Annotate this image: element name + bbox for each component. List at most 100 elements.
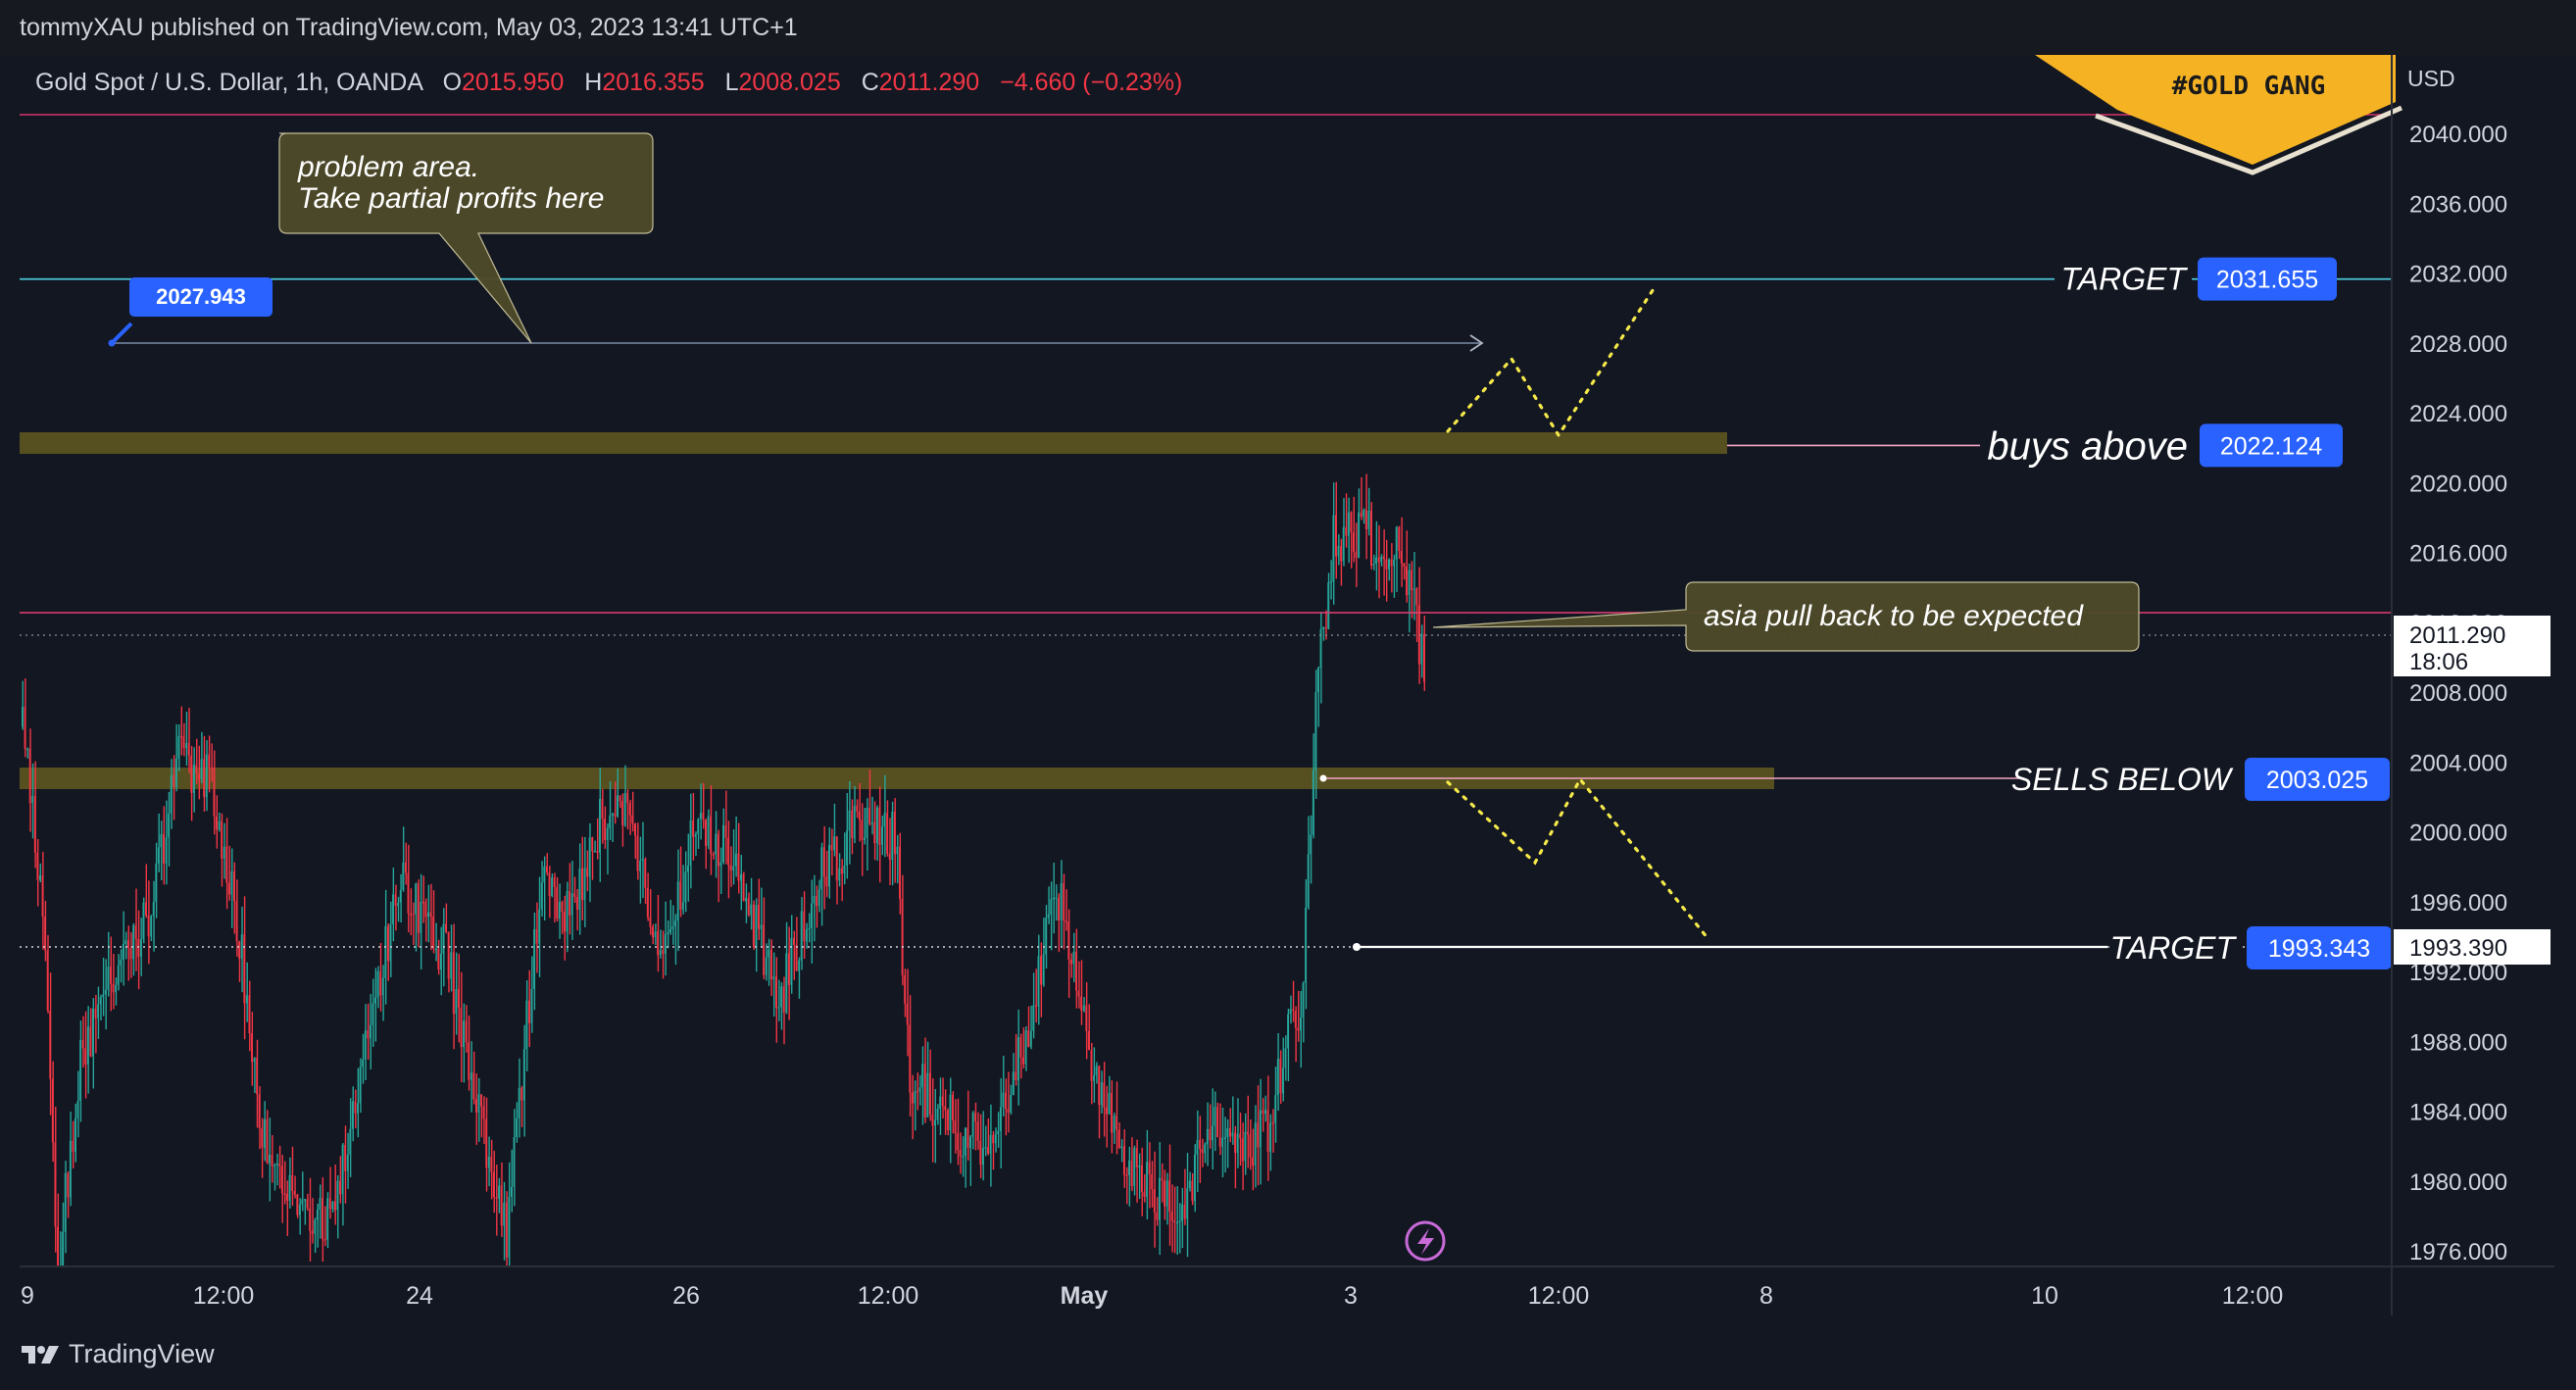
candle[interactable] — [1364, 510, 1367, 530]
candle[interactable] — [500, 1185, 503, 1226]
candle[interactable] — [740, 873, 742, 881]
candle[interactable] — [813, 895, 816, 904]
candle[interactable] — [1108, 1093, 1111, 1115]
candle[interactable] — [1244, 1131, 1247, 1162]
candle[interactable] — [107, 967, 110, 990]
candle[interactable] — [566, 891, 569, 932]
candle[interactable] — [243, 934, 246, 1004]
candle[interactable] — [1065, 919, 1067, 922]
candle[interactable] — [1151, 1173, 1154, 1190]
candle[interactable] — [846, 830, 848, 866]
candle[interactable] — [1377, 557, 1380, 563]
candle[interactable] — [1143, 1191, 1146, 1198]
candle[interactable] — [1380, 556, 1383, 563]
candle[interactable] — [805, 929, 808, 942]
candle[interactable] — [957, 1133, 959, 1151]
candle[interactable] — [127, 940, 129, 949]
candle[interactable] — [699, 813, 702, 819]
candle[interactable] — [1284, 1048, 1287, 1068]
candle[interactable] — [639, 861, 641, 871]
candle[interactable] — [1201, 1149, 1204, 1154]
candle[interactable] — [1234, 1132, 1236, 1154]
candle[interactable] — [1058, 897, 1060, 920]
candle[interactable] — [248, 995, 251, 1033]
candle[interactable] — [64, 1172, 67, 1233]
candle[interactable] — [180, 735, 182, 738]
candle[interactable] — [1067, 920, 1070, 961]
candle[interactable] — [949, 1094, 952, 1130]
candle[interactable] — [843, 865, 846, 874]
candle[interactable] — [498, 1185, 500, 1199]
symbol-title[interactable]: Gold Spot / U.S. Dollar, 1h, OANDA — [35, 69, 422, 96]
candle[interactable] — [1310, 834, 1313, 855]
candle[interactable] — [941, 1096, 944, 1107]
candle[interactable] — [1423, 633, 1425, 682]
candle[interactable] — [1005, 1092, 1007, 1110]
candle[interactable] — [362, 1059, 364, 1067]
candle[interactable] — [1294, 1011, 1297, 1028]
candle[interactable] — [389, 923, 392, 962]
candle[interactable] — [858, 811, 861, 820]
candle[interactable] — [182, 735, 185, 749]
candle[interactable] — [822, 847, 825, 877]
candle[interactable] — [266, 1118, 269, 1164]
candle[interactable] — [835, 836, 838, 881]
candle[interactable] — [976, 1121, 979, 1141]
candle[interactable] — [633, 823, 636, 836]
candle[interactable] — [722, 824, 724, 863]
candle[interactable] — [1138, 1165, 1141, 1167]
candle[interactable] — [875, 807, 878, 844]
candle[interactable] — [1002, 1092, 1005, 1108]
candle[interactable] — [1216, 1107, 1218, 1138]
candle[interactable] — [671, 926, 674, 930]
candle[interactable] — [1358, 512, 1360, 558]
candle[interactable] — [112, 983, 115, 993]
candle[interactable] — [275, 1163, 278, 1166]
candle[interactable] — [1034, 1005, 1037, 1008]
candle[interactable] — [470, 1072, 472, 1080]
candle[interactable] — [439, 954, 442, 970]
candle[interactable] — [1181, 1204, 1183, 1221]
candle[interactable] — [646, 887, 649, 918]
candle[interactable] — [298, 1204, 301, 1216]
candle[interactable] — [1047, 914, 1050, 918]
candle[interactable] — [394, 894, 397, 907]
candle[interactable] — [1241, 1138, 1244, 1162]
candle[interactable] — [1337, 545, 1340, 557]
candle[interactable] — [304, 1199, 306, 1201]
candle[interactable] — [780, 986, 782, 1008]
candle[interactable] — [86, 1026, 89, 1065]
candle[interactable] — [492, 1171, 495, 1198]
tradingview-brand[interactable]: TradingView — [20, 1339, 215, 1369]
candle[interactable] — [679, 881, 682, 911]
candle[interactable] — [768, 949, 770, 958]
candle[interactable] — [694, 833, 697, 837]
candle[interactable] — [1369, 510, 1372, 566]
candle[interactable] — [455, 988, 458, 1015]
candle[interactable] — [213, 768, 216, 817]
candle[interactable] — [1095, 1066, 1098, 1075]
candle[interactable] — [452, 952, 455, 1015]
target-price-marker[interactable] — [2394, 929, 2551, 965]
candle[interactable] — [134, 924, 137, 939]
candle[interactable] — [150, 916, 152, 937]
candle[interactable] — [1098, 1066, 1100, 1106]
candle[interactable] — [1075, 951, 1077, 991]
candle[interactable] — [959, 1150, 962, 1157]
candle[interactable] — [1411, 570, 1412, 591]
candle[interactable] — [1029, 1030, 1032, 1047]
current-price-marker[interactable] — [2394, 616, 2551, 676]
candle[interactable] — [210, 767, 213, 769]
candle[interactable] — [364, 1030, 367, 1060]
candle[interactable] — [659, 950, 662, 956]
candle[interactable] — [22, 707, 24, 727]
candle[interactable] — [1080, 996, 1082, 1012]
candle[interactable] — [1254, 1122, 1257, 1167]
candle[interactable] — [508, 1196, 511, 1258]
candle[interactable] — [482, 1106, 485, 1119]
candle[interactable] — [891, 812, 894, 860]
candle[interactable] — [570, 893, 573, 916]
candle[interactable] — [604, 819, 606, 841]
candle[interactable] — [415, 883, 417, 915]
candle[interactable] — [1183, 1204, 1186, 1219]
